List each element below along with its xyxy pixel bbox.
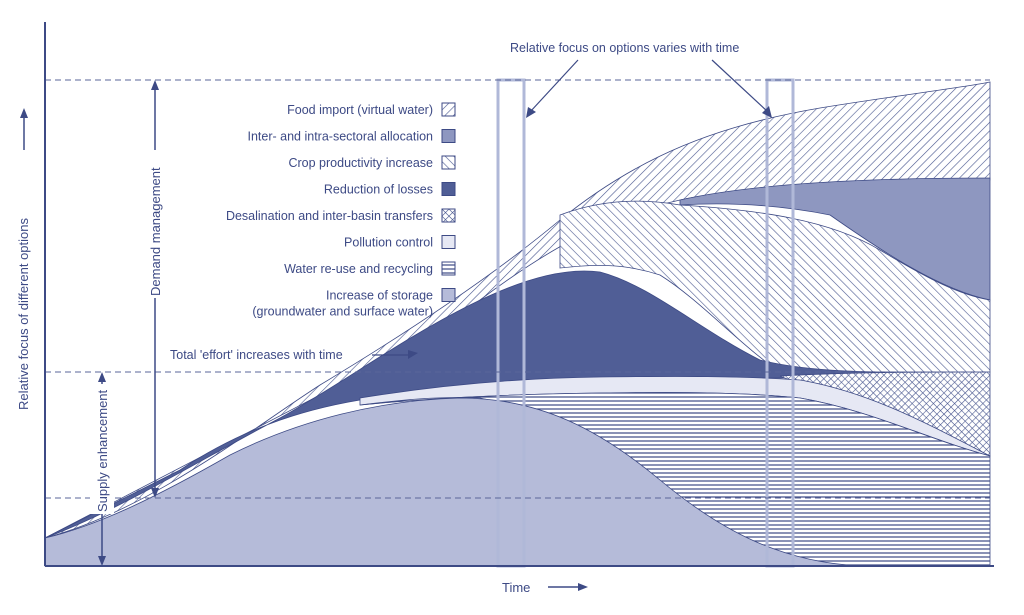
effort-annotation: Total 'effort' increases with time <box>170 348 343 362</box>
legend-label: Pollution control <box>344 236 433 250</box>
top-annotation: Relative focus on options varies with ti… <box>510 41 739 55</box>
y-axis-label: Relative focus of different options <box>16 218 31 410</box>
area-layers <box>44 81 991 567</box>
legend-swatch <box>441 129 456 143</box>
legend-swatch <box>441 102 456 117</box>
annot-arrow-left <box>529 59 579 113</box>
area-crop-productivity <box>559 200 991 373</box>
area-storage <box>44 397 861 567</box>
area-sectoral-allocation <box>679 177 991 301</box>
x-axis-label: Time <box>502 580 530 595</box>
demand-label: Demand management <box>148 167 163 296</box>
legend-label: Desalination and inter-basin transfers <box>226 209 433 223</box>
demand-bracket: Demand management <box>143 80 167 498</box>
legend-label: Inter- and intra-sectoral allocation <box>247 130 433 144</box>
legend: Food import (virtual water) Inter- and in… <box>226 102 456 319</box>
y-axis-title: Relative focus of different options <box>16 108 31 410</box>
legend-swatch <box>441 182 456 196</box>
legend-label: Food import (virtual water) <box>287 103 433 117</box>
supply-bracket: Supply enhancement <box>90 372 114 566</box>
legend-swatch <box>441 261 456 276</box>
legend-swatch <box>441 288 456 302</box>
legend-label: (groundwater and surface water) <box>252 305 433 319</box>
annot-arrow-right <box>711 59 769 113</box>
legend-label: Crop productivity increase <box>288 156 433 170</box>
legend-label: Water re-use and recycling <box>284 262 433 276</box>
legend-label: Reduction of losses <box>324 183 433 197</box>
legend-swatch <box>441 208 456 223</box>
legend-swatch <box>441 155 456 170</box>
legend-label: Increase of storage <box>326 289 433 303</box>
supply-label: Supply enhancement <box>95 389 110 512</box>
x-axis-title: Time <box>502 580 588 595</box>
legend-swatch <box>441 235 456 249</box>
